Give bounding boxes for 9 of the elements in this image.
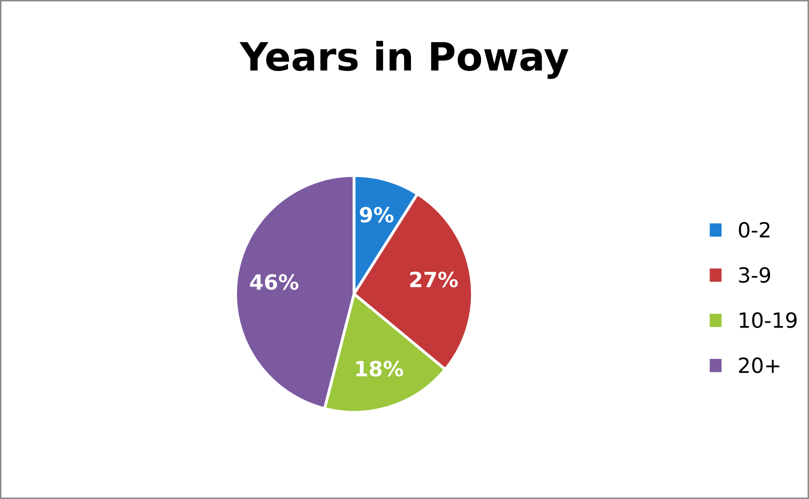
- legend-label: 20+: [739, 357, 780, 374]
- data-label: 27%: [410, 272, 458, 288]
- legend-label: 0-2: [738, 222, 770, 238]
- data-label: 46%: [250, 274, 298, 290]
- legend-label: 3-9: [739, 267, 770, 283]
- data-label: 18%: [356, 360, 404, 377]
- chart-title: Years in Poway: [240, 40, 568, 79]
- legend-label: 10-19: [740, 312, 797, 328]
- data-label: 9%: [360, 206, 394, 223]
